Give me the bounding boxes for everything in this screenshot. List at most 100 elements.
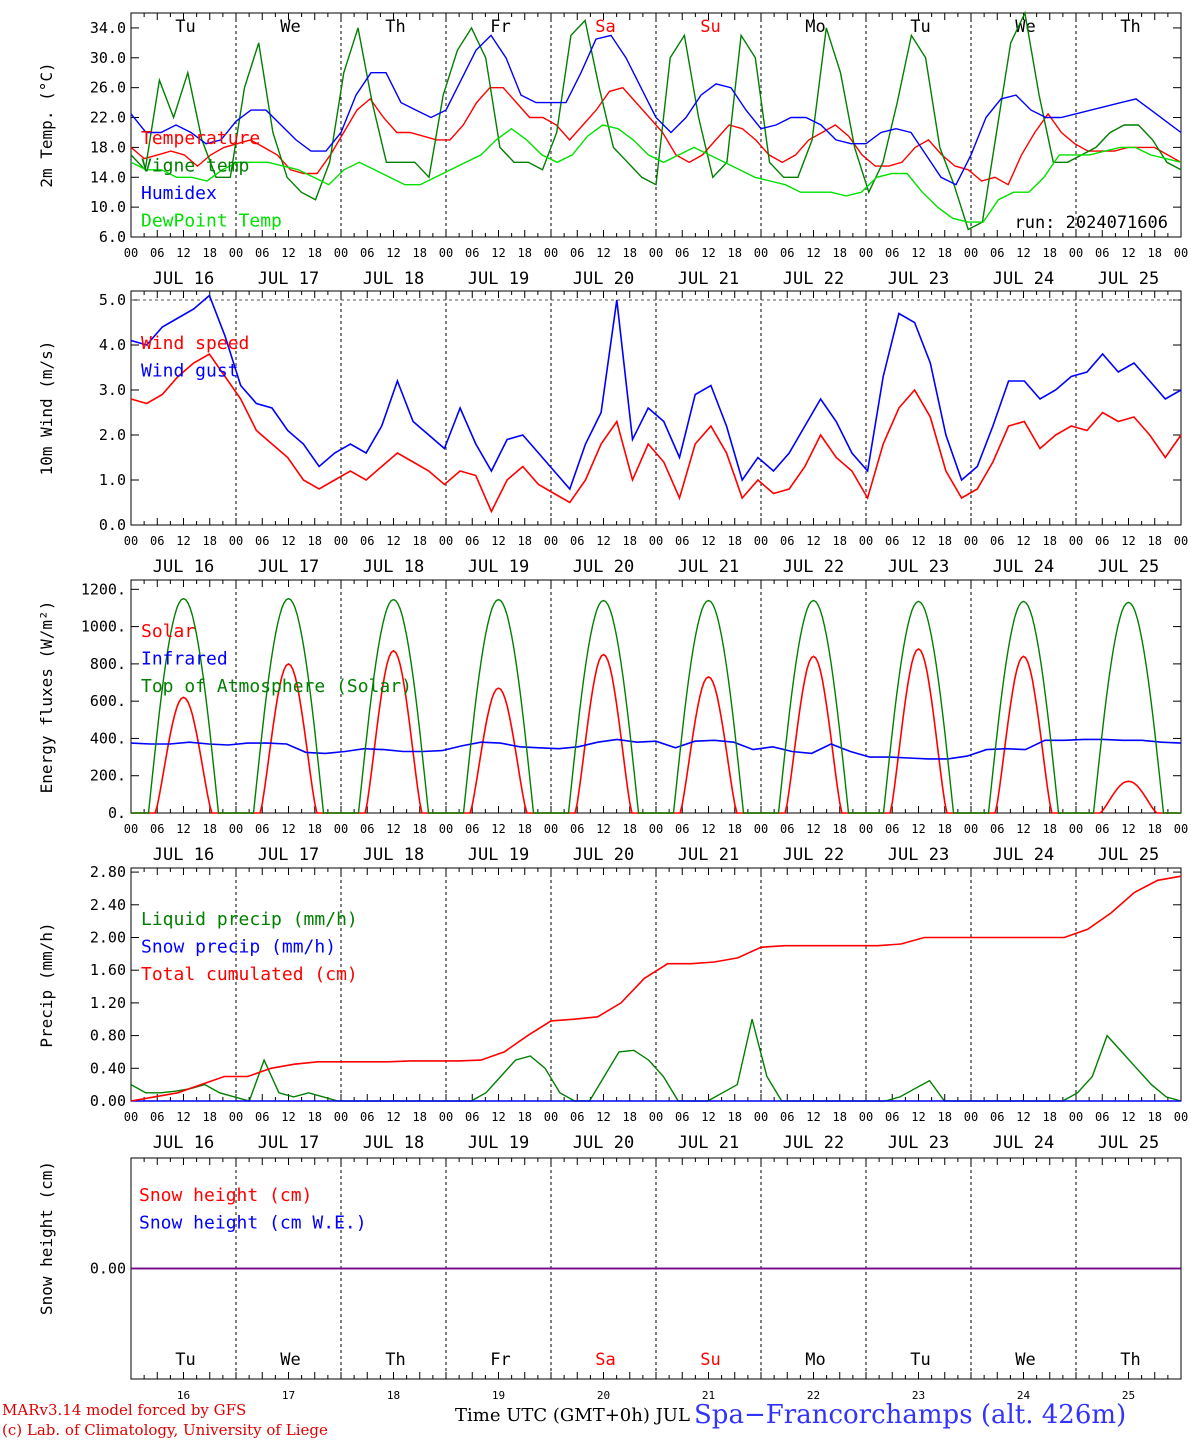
hour-tick-label: 18	[1043, 246, 1057, 260]
date-label: JUL 24	[993, 557, 1054, 577]
y-tick-label: 6.0	[99, 228, 126, 246]
y-tick-label: 2.80	[90, 863, 126, 881]
hour-tick-label: 06	[150, 1110, 164, 1124]
hour-tick-label: 12	[1016, 534, 1030, 548]
hour-tick-label: 18	[308, 822, 322, 836]
hour-tick-label: 06	[885, 1110, 899, 1124]
hour-tick-label: 00	[964, 822, 978, 836]
hour-tick-label: 18	[203, 246, 217, 260]
date-label: JUL 21	[678, 845, 739, 865]
y-tick-label: 400.	[90, 729, 126, 747]
date-label: JUL 25	[1098, 1133, 1159, 1153]
y-tick-label: 14.0	[90, 168, 126, 186]
hour-tick-label: 06	[360, 1110, 374, 1124]
legend-entry: Snow height (cm)	[139, 1185, 312, 1206]
y-tick-label: 0.0	[99, 516, 126, 534]
hour-tick-label: 18	[413, 822, 427, 836]
hour-tick-label: 00	[754, 1110, 768, 1124]
y-tick-label: 600.	[90, 692, 126, 710]
y-tick-label: 0.80	[90, 1027, 126, 1045]
y-tick-label: 18.0	[90, 138, 126, 156]
hour-tick-label: 00	[964, 1110, 978, 1124]
day-label: Fr	[490, 1350, 510, 1370]
hour-tick-label: 06	[990, 246, 1004, 260]
day-label: Tu	[175, 1350, 195, 1370]
hour-tick-label: 12	[1016, 246, 1030, 260]
series-humidex	[130, 34, 1182, 186]
legend-entry: Wind gust	[141, 361, 239, 382]
hour-tick-label: 06	[990, 822, 1004, 836]
hour-tick-label: 06	[570, 246, 584, 260]
hour-tick-label: 06	[990, 1110, 1004, 1124]
hour-tick-label: 06	[885, 246, 899, 260]
hour-tick-label: 12	[596, 822, 610, 836]
date-label: JUL 17	[258, 1133, 319, 1153]
day-number-label: 18	[387, 1389, 400, 1402]
date-label: JUL 19	[468, 845, 529, 865]
hour-tick-label: 18	[308, 246, 322, 260]
date-label: JUL 19	[468, 1133, 529, 1153]
date-label: JUL 17	[258, 557, 319, 577]
hour-tick-label: 00	[229, 534, 243, 548]
date-label: JUL 23	[888, 1133, 949, 1153]
y-axis-label: 2m Temp. (°C)	[37, 62, 56, 187]
hour-tick-label: 06	[150, 822, 164, 836]
hour-tick-label: 00	[649, 822, 663, 836]
day-number-label: 25	[1122, 1389, 1135, 1402]
station-label: Spa−Francorchamps (alt. 426m)	[694, 1400, 1127, 1430]
hour-tick-label: 00	[1174, 1110, 1188, 1124]
hour-tick-label: 06	[255, 534, 269, 548]
hour-tick-label: 12	[806, 1110, 820, 1124]
hour-tick-label: 12	[281, 246, 295, 260]
hour-tick-label: 00	[334, 246, 348, 260]
day-label: Su	[700, 1350, 720, 1370]
date-label: JUL 18	[363, 1133, 424, 1153]
date-label: JUL 17	[258, 269, 319, 289]
hour-tick-label: 06	[150, 246, 164, 260]
hour-tick-label: 12	[176, 246, 190, 260]
hour-tick-label: 12	[386, 534, 400, 548]
day-label: Th	[1120, 17, 1140, 37]
hour-tick-label: 06	[570, 1110, 584, 1124]
date-label: JUL 21	[678, 269, 739, 289]
date-label: JUL 24	[993, 1133, 1054, 1153]
date-label: JUL 16	[153, 557, 214, 577]
hour-tick-label: 06	[885, 822, 899, 836]
day-label: Su	[700, 17, 720, 37]
date-label: JUL 25	[1098, 269, 1159, 289]
hour-tick-label: 00	[1069, 1110, 1083, 1124]
hour-tick-label: 12	[386, 1110, 400, 1124]
hour-tick-label: 12	[491, 534, 505, 548]
hour-tick-label: 06	[465, 246, 479, 260]
hour-tick-label: 18	[518, 246, 532, 260]
series-wind-speed	[130, 352, 1182, 514]
legend-entry: Wind speed	[141, 333, 249, 354]
hour-tick-label: 18	[518, 822, 532, 836]
hour-tick-label: 06	[1095, 822, 1109, 836]
hour-tick-label: 06	[465, 822, 479, 836]
hour-tick-label: 00	[124, 1110, 138, 1124]
day-label: Th	[385, 17, 405, 37]
hour-tick-label: 00	[859, 822, 873, 836]
day-label: We	[280, 1350, 300, 1370]
series-vigne-temp	[130, 10, 1182, 231]
legend-entry: Liquid precip (mm/h)	[141, 909, 358, 930]
run-label: run: 2024071606	[1014, 213, 1168, 233]
hour-tick-label: 00	[859, 1110, 873, 1124]
hour-tick-label: 18	[413, 246, 427, 260]
date-label: JUL 17	[258, 845, 319, 865]
hour-tick-label: 18	[623, 246, 637, 260]
hour-tick-label: 00	[754, 246, 768, 260]
hour-tick-label: 12	[1121, 1110, 1135, 1124]
hour-tick-label: 06	[570, 822, 584, 836]
date-label: JUL 23	[888, 557, 949, 577]
model-credit: MARv3.14 model forced by GFS	[2, 1401, 247, 1419]
y-tick-label: 0.	[108, 804, 126, 822]
hour-tick-label: 00	[649, 534, 663, 548]
hour-tick-label: 18	[1148, 1110, 1162, 1124]
hour-tick-label: 00	[229, 1110, 243, 1124]
y-tick-label: 22.0	[90, 109, 126, 127]
day-label: Tu	[175, 17, 195, 37]
hour-tick-label: 12	[911, 246, 925, 260]
